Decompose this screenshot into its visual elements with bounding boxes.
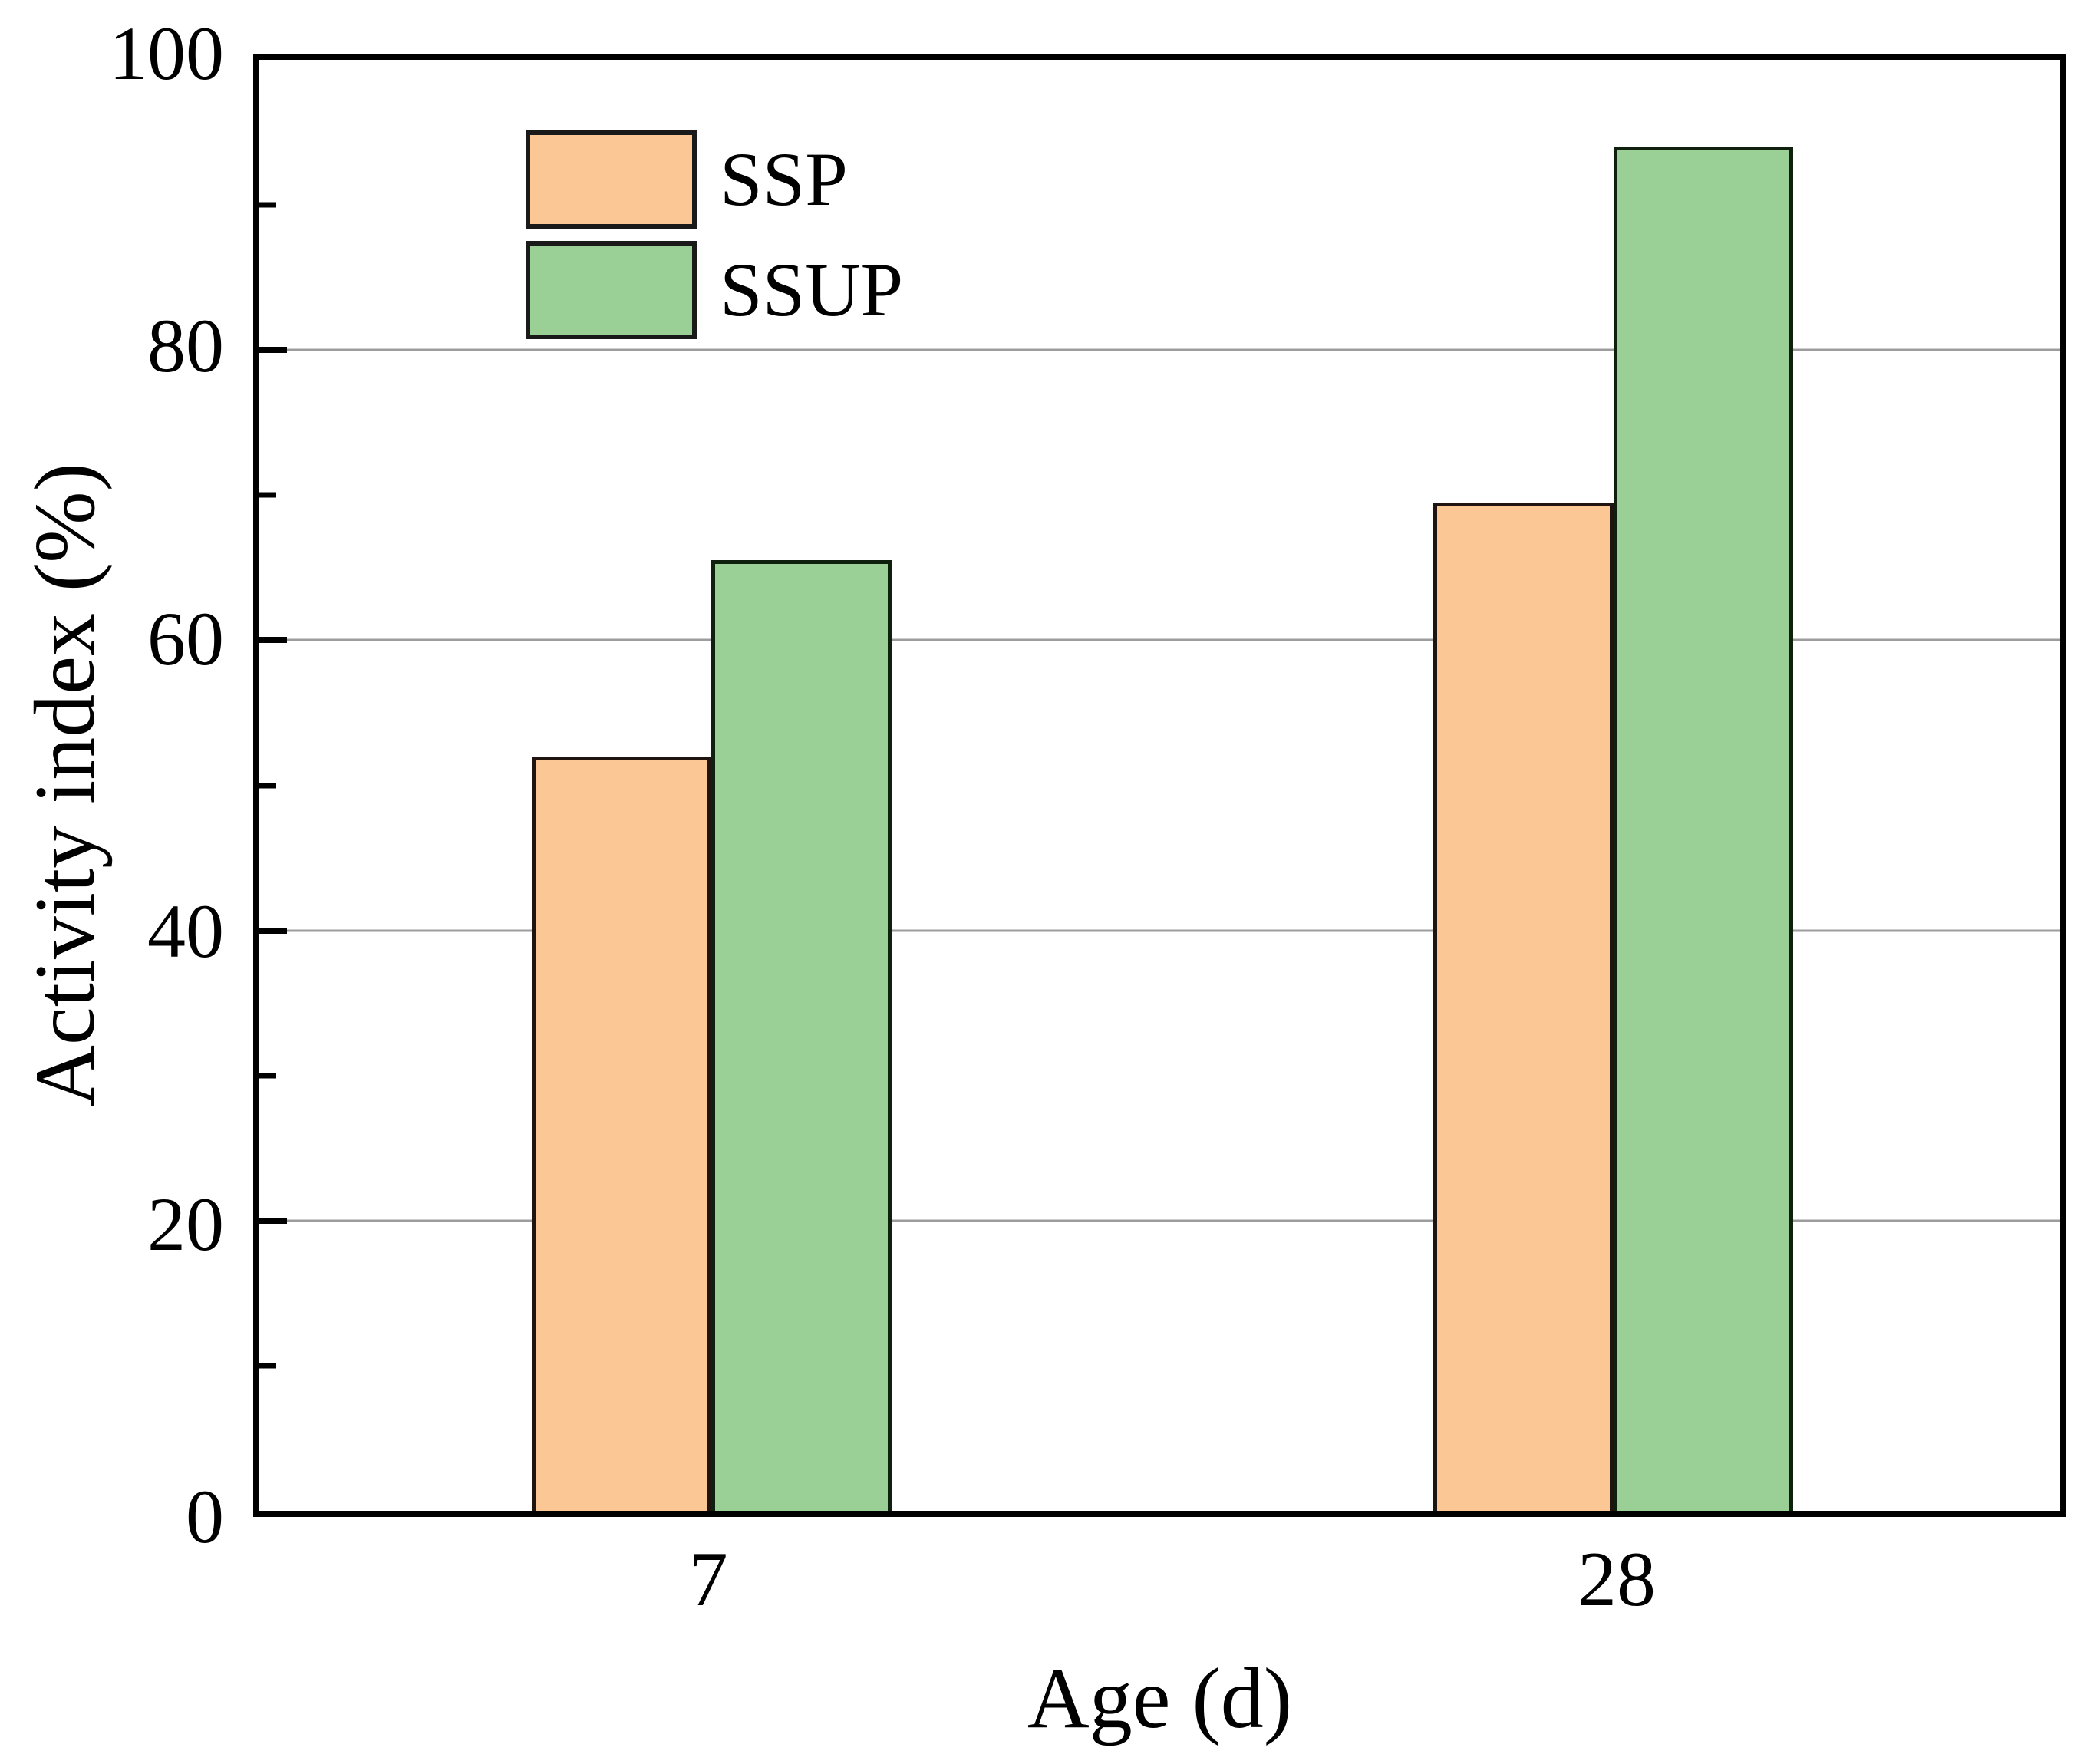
x-tick-label-28: 28 xyxy=(1577,1536,1656,1623)
gridline-40 xyxy=(259,929,2060,932)
bar-ssp-age-7 xyxy=(531,756,712,1511)
y-major-tick-80 xyxy=(259,347,287,354)
legend-swatch-ssup xyxy=(526,241,697,339)
legend-item-ssup: SSUP xyxy=(526,241,903,339)
x-axis-title: Age (d) xyxy=(1027,1651,1293,1746)
y-tick-label-40: 40 xyxy=(147,889,224,974)
plot-area: SSP SSUP xyxy=(253,54,2066,1517)
bar-ssup-age-7 xyxy=(711,560,892,1511)
y-major-tick-60 xyxy=(259,637,287,644)
y-major-tick-40 xyxy=(259,927,287,934)
y-major-tick-20 xyxy=(259,1217,287,1224)
x-tick-label-7: 7 xyxy=(688,1536,728,1623)
y-minor-tick-50 xyxy=(259,783,276,788)
bars-container xyxy=(259,60,2060,1511)
y-tick-labels: 0 20 40 60 80 100 xyxy=(0,15,224,1555)
legend-label-ssp: SSP xyxy=(720,137,848,222)
bar-ssup-age-28 xyxy=(1613,147,1794,1511)
bar-ssp-age-28 xyxy=(1433,502,1614,1511)
gridline-80 xyxy=(259,348,2060,351)
y-tick-label-20: 20 xyxy=(147,1181,224,1267)
legend-swatch-ssp xyxy=(526,130,697,229)
y-tick-label-0: 0 xyxy=(186,1474,224,1559)
legend: SSP SSUP xyxy=(526,130,903,351)
gridline-60 xyxy=(259,638,2060,641)
y-minor-tick-70 xyxy=(259,492,276,498)
y-tick-label-100: 100 xyxy=(109,11,224,96)
legend-item-ssp: SSP xyxy=(526,130,903,229)
gridline-20 xyxy=(259,1219,2060,1222)
legend-label-ssup: SSUP xyxy=(720,247,904,332)
y-minor-tick-30 xyxy=(259,1073,276,1079)
ticks-container xyxy=(259,60,2060,1511)
y-tick-label-80: 80 xyxy=(147,303,224,389)
y-minor-tick-10 xyxy=(259,1363,276,1369)
x-tick-labels: 7 28 xyxy=(253,1541,2066,1633)
y-tick-label-60: 60 xyxy=(147,595,224,681)
y-axis-title: Activity index (%) xyxy=(18,463,113,1107)
y-minor-tick-90 xyxy=(259,202,276,208)
gridlines-container xyxy=(259,60,2060,1511)
